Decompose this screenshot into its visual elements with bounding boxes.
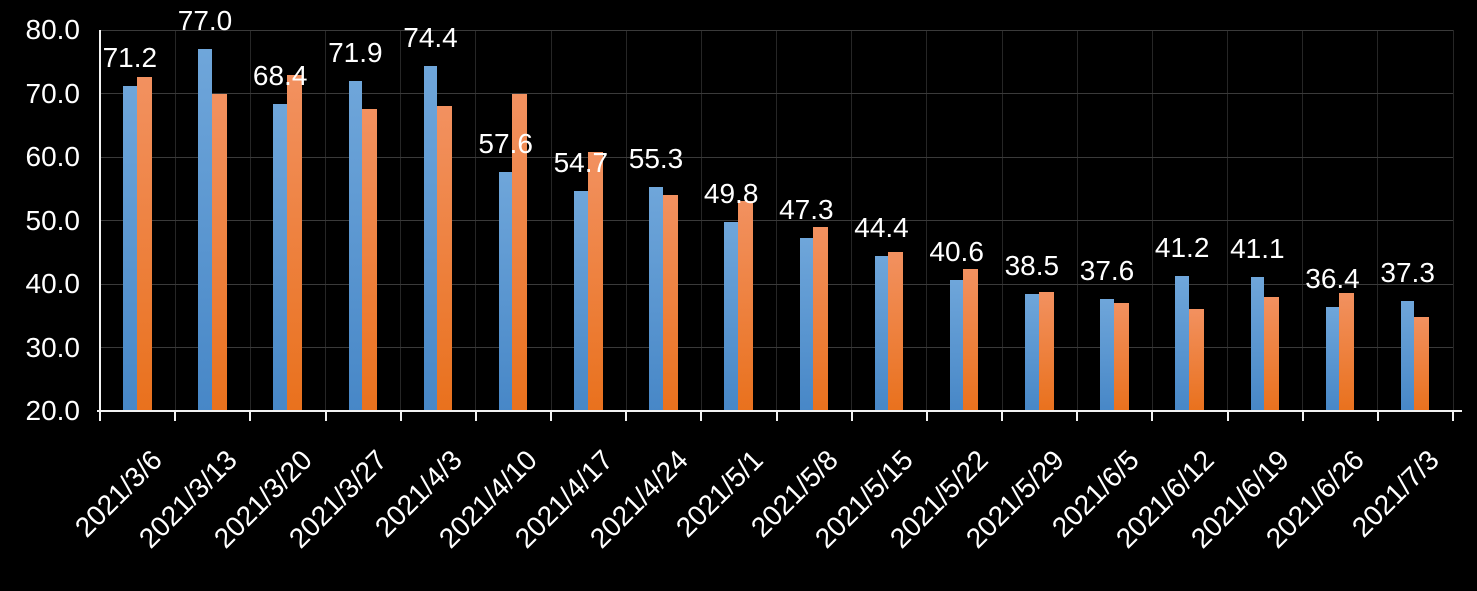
horizontal-gridline xyxy=(100,220,1453,221)
bar-orange-2021/6/5[interactable] xyxy=(1113,303,1129,411)
horizontal-gridline xyxy=(100,93,1453,94)
bar-blue-2021/3/6[interactable] xyxy=(123,85,137,411)
bar-blue-2021/6/12[interactable] xyxy=(1175,276,1189,411)
data-label: 36.4 xyxy=(1305,262,1360,294)
bar-orange-2021/4/17[interactable] xyxy=(587,151,603,411)
y-axis-label: 40.0 xyxy=(25,268,81,299)
bar-blue-2021/3/13[interactable] xyxy=(198,49,212,411)
x-axis-tick xyxy=(324,412,327,421)
data-label: 74.4 xyxy=(403,21,458,53)
bar-blue-2021/5/15[interactable] xyxy=(874,256,889,411)
x-axis-tick xyxy=(625,412,628,421)
y-axis-label: 30.0 xyxy=(25,331,81,363)
horizontal-gridline xyxy=(100,29,1453,31)
x-axis-tick xyxy=(850,412,853,421)
bar-orange-2021/5/22[interactable] xyxy=(963,268,979,411)
bar-blue-2021/4/17[interactable] xyxy=(574,190,588,411)
bar-blue-2021/4/3[interactable] xyxy=(423,65,438,411)
bar-blue-2021/5/8[interactable] xyxy=(799,237,814,411)
data-label: 37.6 xyxy=(1079,255,1135,287)
bar-orange-2021/7/3[interactable] xyxy=(1414,317,1430,411)
data-label: 47.3 xyxy=(779,193,834,225)
x-axis-tick xyxy=(474,412,477,421)
bar-orange-2021/5/1[interactable] xyxy=(737,201,753,411)
bar-orange-2021/4/3[interactable] xyxy=(437,106,453,411)
y-axis-label: 70.0 xyxy=(25,77,81,109)
bar-blue-2021/5/1[interactable] xyxy=(724,221,738,411)
data-label: 54.7 xyxy=(553,146,609,178)
y-axis-label: 80.0 xyxy=(25,14,81,45)
x-axis-tick xyxy=(99,412,101,421)
bar-orange-2021/3/27[interactable] xyxy=(362,109,378,411)
x-axis-tick xyxy=(1301,412,1304,421)
bar-orange-2021/3/13[interactable] xyxy=(211,93,227,411)
bar-orange-2021/4/10[interactable] xyxy=(512,93,528,411)
data-label: 68.4 xyxy=(252,59,308,91)
bar-orange-2021/6/12[interactable] xyxy=(1188,309,1204,411)
x-axis-tick xyxy=(1001,412,1003,421)
x-axis-tick xyxy=(1076,412,1079,421)
x-axis-tick xyxy=(399,412,402,421)
x-axis-line xyxy=(97,410,1462,412)
y-axis-label: 60.0 xyxy=(25,141,81,172)
bar-blue-2021/3/20[interactable] xyxy=(273,103,287,411)
data-label: 77.0 xyxy=(177,5,233,37)
bar-blue-2021/7/3[interactable] xyxy=(1400,301,1415,411)
bar-blue-2021/6/5[interactable] xyxy=(1100,299,1114,411)
data-label: 71.2 xyxy=(102,41,158,73)
x-axis-tick xyxy=(1452,412,1454,421)
horizontal-gridline xyxy=(100,283,1453,285)
bar-orange-2021/5/8[interactable] xyxy=(813,226,829,411)
data-label: 71.9 xyxy=(328,37,383,69)
x-axis-tick xyxy=(249,412,252,421)
y-axis-label: 50.0 xyxy=(25,204,81,236)
data-label: 37.3 xyxy=(1380,257,1435,289)
x-axis-tick xyxy=(1151,412,1154,421)
bar-blue-2021/4/24[interactable] xyxy=(649,186,663,411)
bar-blue-2021/4/10[interactable] xyxy=(498,172,513,411)
bar-blue-2021/3/27[interactable] xyxy=(348,81,363,411)
bar-blue-2021/5/22[interactable] xyxy=(949,280,964,411)
y-axis-line xyxy=(99,30,101,413)
x-axis-tick xyxy=(550,412,552,421)
data-label: 57.6 xyxy=(478,128,533,160)
bar-orange-2021/6/26[interactable] xyxy=(1339,292,1355,411)
x-axis-label: 2021/3/6 xyxy=(68,444,168,543)
bar-orange-2021/3/6[interactable] xyxy=(136,76,152,411)
vertical-gridline xyxy=(1452,30,1454,411)
bar-blue-2021/6/19[interactable] xyxy=(1250,277,1265,411)
bar-orange-2021/3/20[interactable] xyxy=(286,75,302,411)
y-axis-label: 20.0 xyxy=(25,395,81,426)
x-axis-tick xyxy=(1226,412,1229,421)
bar-blue-2021/5/29[interactable] xyxy=(1025,293,1039,411)
data-label: 44.4 xyxy=(854,212,909,244)
horizontal-gridline xyxy=(100,156,1453,158)
bar-orange-2021/5/29[interactable] xyxy=(1038,292,1054,411)
bar-blue-2021/6/26[interactable] xyxy=(1325,306,1340,411)
bar-orange-2021/5/15[interactable] xyxy=(888,252,904,411)
data-label: 49.8 xyxy=(703,177,759,209)
bar-orange-2021/6/19[interactable] xyxy=(1264,296,1280,411)
data-label: 41.1 xyxy=(1230,233,1285,264)
x-axis-tick xyxy=(1376,412,1379,421)
horizontal-gridline xyxy=(100,347,1453,348)
data-label: 40.6 xyxy=(929,236,984,268)
x-axis-tick xyxy=(174,412,177,421)
data-label: 38.5 xyxy=(1004,249,1060,281)
x-axis-tick xyxy=(775,412,778,421)
x-axis-tick xyxy=(700,412,703,421)
bar-orange-2021/4/24[interactable] xyxy=(662,195,678,411)
data-label: 55.3 xyxy=(628,142,684,174)
data-label: 41.2 xyxy=(1154,232,1210,264)
x-axis-tick xyxy=(925,412,928,421)
